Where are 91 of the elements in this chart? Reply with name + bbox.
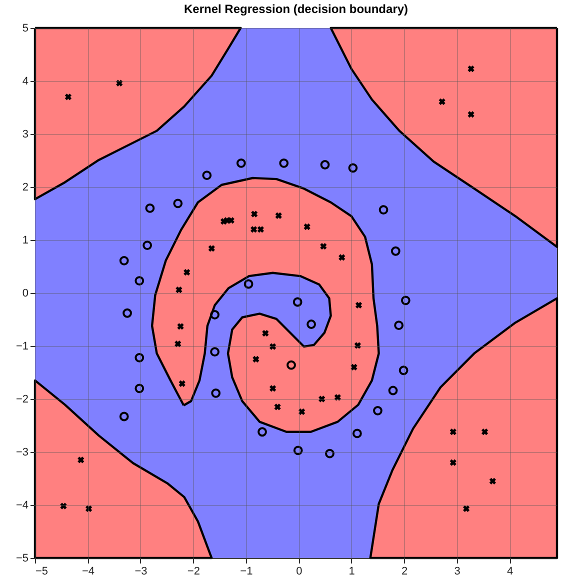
x-tick-label: −2 — [187, 566, 200, 578]
y-tick-label: 1 — [22, 234, 28, 246]
y-tick-label: 2 — [22, 182, 28, 194]
point — [304, 223, 310, 230]
point — [176, 286, 182, 294]
point — [390, 246, 400, 256]
y-tick-label: 5 — [22, 22, 28, 34]
point — [338, 254, 346, 261]
point — [468, 111, 474, 118]
y-tick-label: −5 — [16, 552, 28, 564]
point — [388, 386, 398, 396]
point — [211, 388, 221, 398]
point — [258, 427, 267, 437]
x-tick-label: 3 — [454, 566, 460, 578]
point — [116, 80, 123, 86]
y-tick-label: −3 — [16, 446, 28, 458]
x-tick-label: −1 — [240, 566, 253, 578]
point — [208, 245, 215, 252]
point — [318, 396, 326, 402]
x-tick-label: 1 — [348, 566, 355, 578]
point — [210, 310, 220, 320]
point — [202, 170, 212, 180]
point — [355, 302, 362, 309]
point — [210, 347, 220, 357]
y-tick-label: 0 — [22, 288, 28, 300]
point — [262, 330, 269, 337]
point — [398, 366, 408, 376]
point — [438, 98, 446, 105]
point — [293, 446, 303, 456]
y-tick-label: 4 — [22, 76, 28, 88]
point — [269, 343, 276, 350]
point — [142, 240, 152, 250]
point — [468, 65, 474, 72]
point — [236, 158, 246, 168]
x-tick-label: 0 — [296, 566, 302, 578]
point — [78, 456, 84, 464]
point — [174, 340, 182, 348]
point — [481, 428, 488, 436]
point — [275, 212, 282, 219]
point — [173, 198, 183, 208]
point — [292, 297, 302, 307]
chart-title: Kernel Regression (decision boundary) — [184, 2, 408, 16]
point — [306, 320, 316, 329]
point — [489, 478, 496, 484]
y-tick-label: −1 — [16, 340, 28, 352]
point — [286, 360, 296, 370]
point — [184, 269, 190, 276]
point — [378, 205, 388, 214]
x-tick-label: 2 — [402, 566, 408, 578]
point — [257, 226, 264, 233]
x-tick-label: −3 — [134, 566, 148, 578]
point — [177, 323, 184, 330]
x-tick-label: 4 — [506, 566, 514, 578]
point — [350, 364, 358, 371]
point — [178, 380, 186, 387]
y-tick-label: 3 — [22, 128, 28, 140]
point — [354, 342, 362, 349]
point — [298, 408, 306, 416]
point — [251, 210, 258, 218]
point — [394, 320, 404, 330]
point — [244, 279, 254, 289]
point — [450, 459, 456, 466]
point — [348, 163, 358, 173]
point — [145, 204, 155, 213]
point — [320, 160, 330, 170]
point — [252, 356, 260, 363]
point — [320, 243, 327, 250]
point — [352, 428, 362, 438]
point — [450, 428, 456, 436]
point — [325, 448, 334, 458]
x-tick-label: −5 — [36, 566, 48, 578]
point — [334, 394, 341, 401]
point — [134, 352, 144, 362]
point — [85, 505, 92, 512]
point — [134, 384, 144, 394]
point — [64, 94, 72, 100]
point — [373, 406, 382, 416]
point — [119, 412, 129, 422]
y-tick-label: −4 — [16, 500, 28, 512]
point — [250, 226, 258, 233]
point — [269, 385, 276, 392]
point — [134, 276, 144, 286]
y-tick-label: −2 — [16, 394, 28, 406]
point — [462, 505, 470, 512]
point — [119, 256, 129, 266]
point — [274, 404, 281, 410]
x-tick-label: −4 — [82, 566, 94, 578]
point — [400, 296, 410, 306]
point — [60, 502, 67, 510]
point — [279, 158, 289, 168]
point — [122, 308, 132, 318]
